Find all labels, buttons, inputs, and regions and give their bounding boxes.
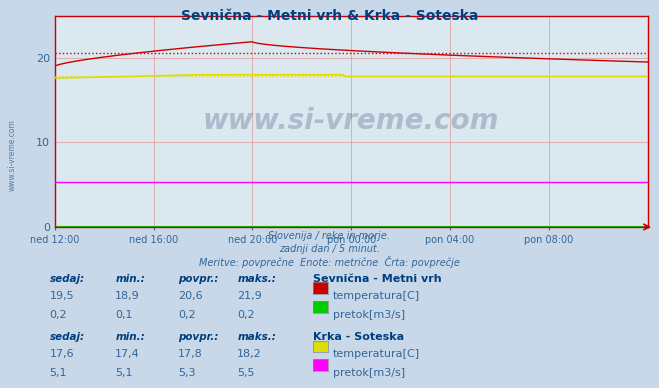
Text: pretok[m3/s]: pretok[m3/s]	[333, 368, 405, 378]
Text: 0,1: 0,1	[115, 310, 133, 320]
Text: 0,2: 0,2	[178, 310, 196, 320]
Text: pretok[m3/s]: pretok[m3/s]	[333, 310, 405, 320]
Text: 20,6: 20,6	[178, 291, 202, 301]
Text: 17,6: 17,6	[49, 349, 74, 359]
Text: temperatura[C]: temperatura[C]	[333, 291, 420, 301]
Text: 5,1: 5,1	[49, 368, 67, 378]
Text: 0,2: 0,2	[237, 310, 255, 320]
Text: Slovenija / reke in morje.: Slovenija / reke in morje.	[268, 231, 391, 241]
Text: 5,1: 5,1	[115, 368, 133, 378]
Text: Sevnična - Metni vrh: Sevnična - Metni vrh	[313, 274, 442, 284]
Text: 18,9: 18,9	[115, 291, 140, 301]
Text: min.:: min.:	[115, 274, 145, 284]
Text: 17,4: 17,4	[115, 349, 140, 359]
Text: min.:: min.:	[115, 332, 145, 342]
Text: zadnji dan / 5 minut.: zadnji dan / 5 minut.	[279, 244, 380, 254]
Text: 18,2: 18,2	[237, 349, 262, 359]
Text: povpr.:: povpr.:	[178, 332, 218, 342]
Text: 0,2: 0,2	[49, 310, 67, 320]
Text: sedaj:: sedaj:	[49, 332, 84, 342]
Text: temperatura[C]: temperatura[C]	[333, 349, 420, 359]
Text: maks.:: maks.:	[237, 274, 276, 284]
Text: Sevnična - Metni vrh & Krka - Soteska: Sevnična - Metni vrh & Krka - Soteska	[181, 9, 478, 23]
Text: 17,8: 17,8	[178, 349, 203, 359]
Text: 19,5: 19,5	[49, 291, 74, 301]
Text: 21,9: 21,9	[237, 291, 262, 301]
Text: 5,3: 5,3	[178, 368, 196, 378]
Text: povpr.:: povpr.:	[178, 274, 218, 284]
Text: Meritve: povprečne  Enote: metrične  Črta: povprečje: Meritve: povprečne Enote: metrične Črta:…	[199, 256, 460, 268]
Text: Krka - Soteska: Krka - Soteska	[313, 332, 404, 342]
Text: www.si-vreme.com: www.si-vreme.com	[203, 107, 500, 135]
Text: 5,5: 5,5	[237, 368, 255, 378]
Text: maks.:: maks.:	[237, 332, 276, 342]
Text: www.si-vreme.com: www.si-vreme.com	[8, 119, 17, 191]
Text: sedaj:: sedaj:	[49, 274, 84, 284]
